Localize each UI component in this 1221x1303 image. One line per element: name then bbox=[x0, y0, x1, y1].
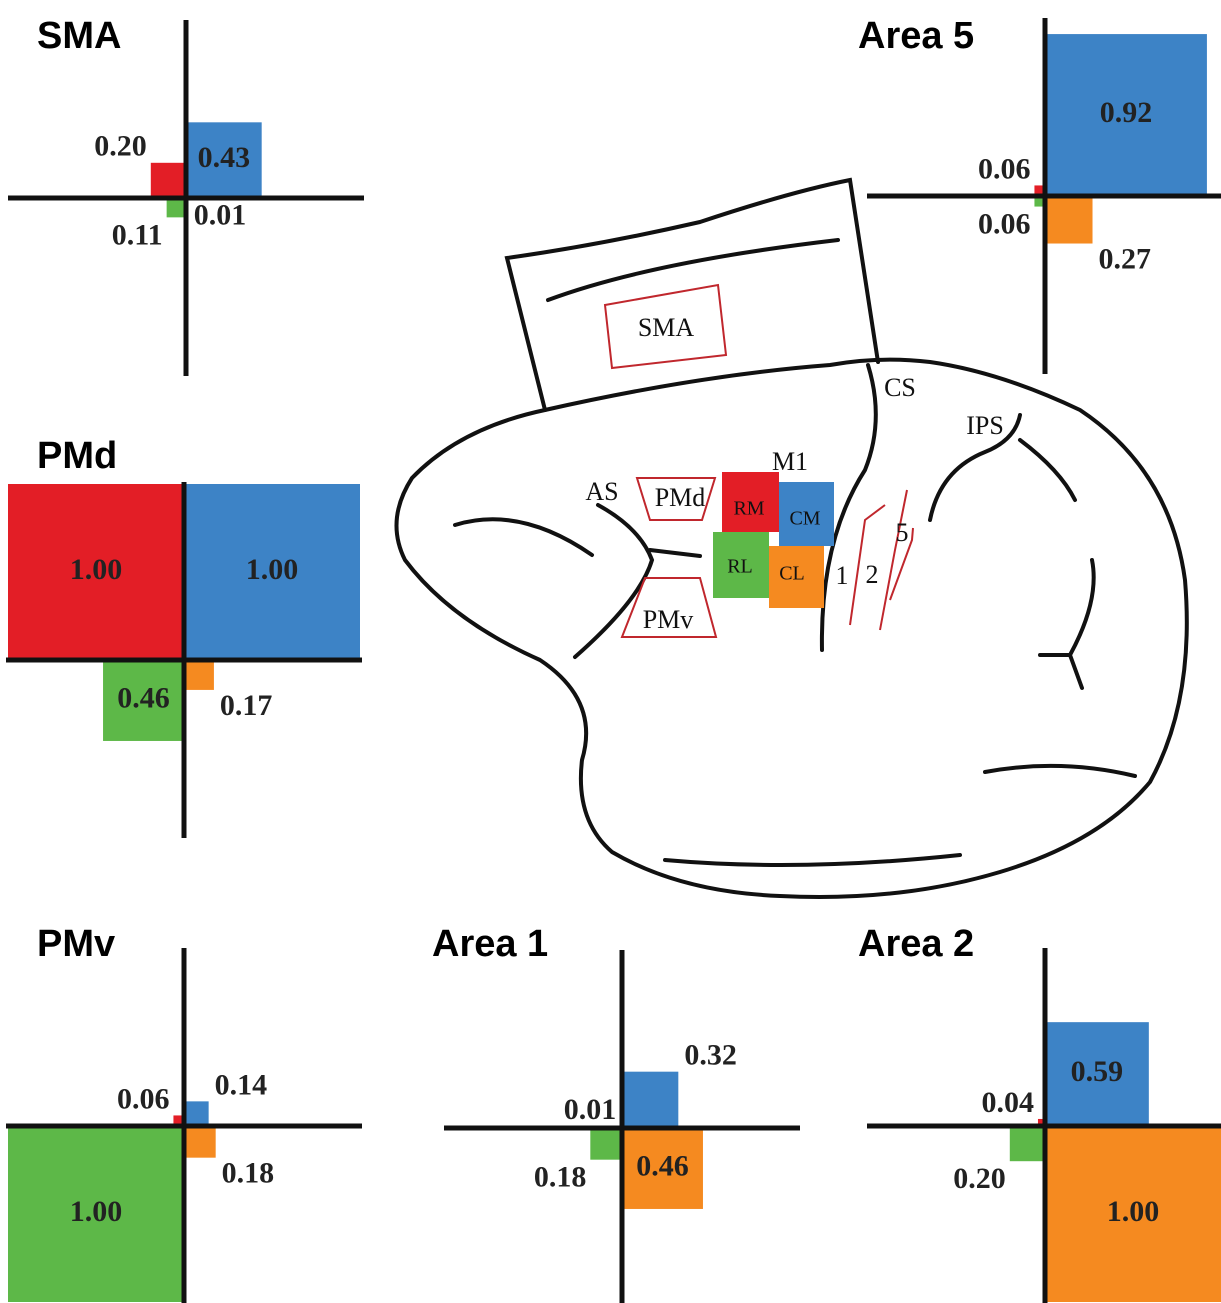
value-label: 0.18 bbox=[534, 1161, 587, 1194]
diagram-label: M1 bbox=[772, 447, 808, 476]
chart-title: PMd bbox=[37, 435, 117, 477]
diagram-label: PMv bbox=[643, 605, 694, 634]
value-label: 1.00 bbox=[246, 553, 299, 586]
figure: SMA CS IPS AS PMd PMv M1 RM CM RL CL 125 SMA 0.20 0.4… bbox=[0, 0, 1221, 1303]
value-label: 0.20 bbox=[953, 1162, 1006, 1195]
sulcus bbox=[985, 766, 1135, 776]
area-borders bbox=[850, 490, 913, 630]
page: SMA CS IPS AS PMd PMv M1 RM CM RL CL 125 SMA 0.20 0.4… bbox=[0, 0, 1221, 1303]
sulcus bbox=[1040, 560, 1094, 688]
value-label: 0.06 bbox=[117, 1082, 170, 1115]
charts: SMA 0.20 0.43 0.11 0.01 Area 5 0.06 0.92 0.06 0.2… bbox=[6, 15, 1221, 1303]
value-label: 1.00 bbox=[70, 1195, 123, 1228]
value-label: 0.04 bbox=[981, 1086, 1034, 1119]
quadrant-chart: Area 1 0.01 0.32 0.18 0.46 bbox=[432, 923, 800, 1303]
chart-title: Area 5 bbox=[858, 15, 974, 57]
value-square bbox=[590, 1128, 622, 1160]
quadrant-chart: Area 5 0.06 0.92 0.06 0.27 bbox=[858, 15, 1221, 374]
value-square bbox=[622, 1072, 678, 1128]
quadrant-chart: Area 2 0.04 0.59 0.20 1.00 bbox=[858, 923, 1221, 1303]
value-square bbox=[151, 163, 186, 198]
value-label: 0.27 bbox=[1099, 242, 1152, 275]
value-label: 0.92 bbox=[1100, 96, 1153, 129]
value-square bbox=[167, 198, 186, 217]
diagram-label: RM bbox=[733, 498, 764, 520]
diagram-label: 1 bbox=[836, 561, 849, 590]
quadrant-chart: SMA 0.20 0.43 0.11 0.01 bbox=[8, 15, 364, 376]
chart-title: SMA bbox=[37, 15, 121, 57]
diagram-label: CL bbox=[779, 563, 805, 585]
value-label: 1.00 bbox=[70, 553, 123, 586]
principal-sulcus bbox=[455, 519, 592, 555]
value-square bbox=[184, 1101, 209, 1126]
arcuate-sulcus bbox=[575, 505, 700, 657]
sulcus bbox=[665, 855, 960, 865]
value-label: 0.06 bbox=[978, 152, 1031, 185]
value-label: 0.20 bbox=[94, 130, 147, 163]
value-label: 0.11 bbox=[112, 218, 163, 251]
value-label: 0.01 bbox=[194, 199, 247, 232]
diagram-label: 2 bbox=[866, 560, 879, 589]
medial-sulcus bbox=[548, 240, 838, 300]
value-square bbox=[184, 660, 214, 690]
value-square bbox=[1010, 1126, 1045, 1161]
diagram-label: 5 bbox=[896, 518, 909, 547]
value-label: 0.46 bbox=[636, 1149, 689, 1182]
value-label: 0.43 bbox=[198, 141, 251, 174]
quadrant-chart: PMd 1.00 1.00 0.46 0.17 bbox=[6, 435, 362, 838]
value-square bbox=[1045, 196, 1093, 244]
lateral-outline bbox=[396, 360, 1186, 897]
diagram-label: PMd bbox=[655, 483, 706, 512]
value-label: 0.17 bbox=[220, 689, 272, 722]
chart-title: PMv bbox=[37, 923, 115, 965]
diagram-label: IPS bbox=[966, 411, 1004, 440]
diagram-label: SMA bbox=[638, 313, 695, 342]
value-label: 0.06 bbox=[978, 207, 1031, 240]
value-label: 0.46 bbox=[117, 681, 170, 714]
chart-title: Area 2 bbox=[858, 923, 974, 965]
value-label: 0.14 bbox=[215, 1068, 268, 1101]
value-label: 0.01 bbox=[564, 1093, 617, 1126]
diagram-label: CM bbox=[789, 508, 820, 530]
brain-diagram bbox=[396, 180, 1186, 897]
diagram-label: RL bbox=[727, 556, 753, 578]
value-label: 0.59 bbox=[1071, 1055, 1124, 1088]
quadrant-chart: PMv 0.06 0.14 1.00 0.18 bbox=[6, 923, 362, 1303]
chart-title: Area 1 bbox=[432, 923, 548, 965]
diagram-label: AS bbox=[585, 477, 618, 506]
value-square bbox=[184, 1126, 216, 1158]
diagram-label: CS bbox=[884, 373, 916, 402]
value-label: 1.00 bbox=[1107, 1195, 1160, 1228]
value-label: 0.18 bbox=[222, 1157, 275, 1190]
value-label: 0.32 bbox=[684, 1039, 737, 1072]
